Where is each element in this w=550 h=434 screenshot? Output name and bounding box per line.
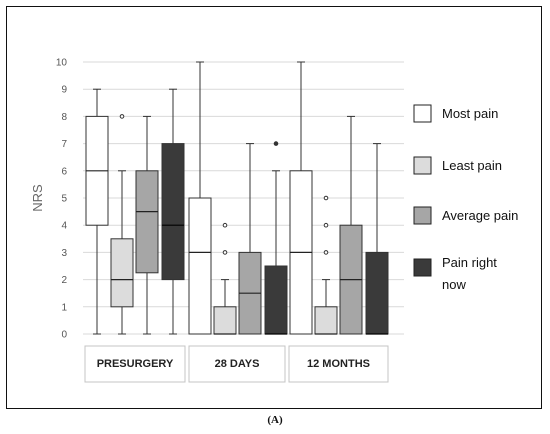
category-box-2 — [288, 345, 389, 383]
average-pain-box-0 — [135, 170, 159, 274]
figure-caption: (A) — [267, 414, 283, 426]
pain-right-now-box-1 — [264, 265, 288, 335]
category-box-1 — [188, 345, 286, 383]
pain-right-now-outlier-1-0 — [273, 141, 279, 146]
category-label-0: PRESURGERY — [97, 358, 174, 370]
legend-swatch-least-pain — [413, 156, 432, 175]
legend-label-least-pain: Least pain — [442, 158, 502, 173]
least-pain-outlier-1-0 — [222, 250, 228, 255]
nrs-boxplot-chart: 0 1 2 3 4 5 6 7 8 9 10 NRS PRESURGERY 28 DAYS 12 MONTH… — [30, 58, 518, 383]
legend-swatch-pain-right-now — [413, 258, 432, 277]
y-tick-label-7: 7 — [61, 139, 67, 150]
legend-swatch-most-pain — [413, 104, 432, 123]
category-box-0 — [84, 345, 186, 383]
y-tick-label-6: 6 — [61, 166, 67, 177]
least-pain-outlier-1-1 — [222, 222, 228, 228]
y-tick-label-1: 1 — [61, 302, 67, 313]
y-tick-label-4: 4 — [61, 221, 67, 232]
y-tick-label-8: 8 — [61, 112, 67, 123]
least-pain-outlier-2-0 — [323, 250, 329, 255]
category-label-2: 12 MONTHS — [307, 358, 370, 370]
least-pain-box-0 — [110, 238, 134, 308]
y-tick-label-10: 10 — [56, 58, 68, 69]
least-pain-outlier-2-2 — [323, 195, 329, 201]
figure-frame — [6, 6, 542, 409]
legend-label-most-pain: Most pain — [442, 106, 498, 121]
legend-swatch-average-pain — [413, 206, 432, 225]
legend-label-pain-right-now-line2: now — [442, 277, 466, 292]
y-axis-label: NRS — [30, 184, 45, 212]
least-pain-box-2 — [314, 306, 338, 335]
least-pain-outlier-0-0 — [119, 114, 125, 119]
y-tick-label-9: 9 — [61, 85, 67, 96]
category-label-1: 28 DAYS — [215, 358, 260, 370]
y-tick-label-5: 5 — [61, 194, 67, 205]
most-pain-box-1 — [188, 197, 212, 335]
legend-label-pain-right-now-line1: Pain right — [442, 255, 497, 270]
y-tick-label-0: 0 — [61, 330, 67, 341]
y-tick-label-3: 3 — [61, 248, 67, 259]
legend-label-average-pain: Average pain — [442, 208, 518, 223]
pain-right-now-box-2 — [365, 251, 389, 335]
least-pain-outlier-2-1 — [323, 222, 329, 228]
least-pain-box-1 — [213, 306, 237, 335]
pain-right-now-box-0 — [161, 143, 185, 281]
y-tick-label-2: 2 — [61, 275, 67, 286]
